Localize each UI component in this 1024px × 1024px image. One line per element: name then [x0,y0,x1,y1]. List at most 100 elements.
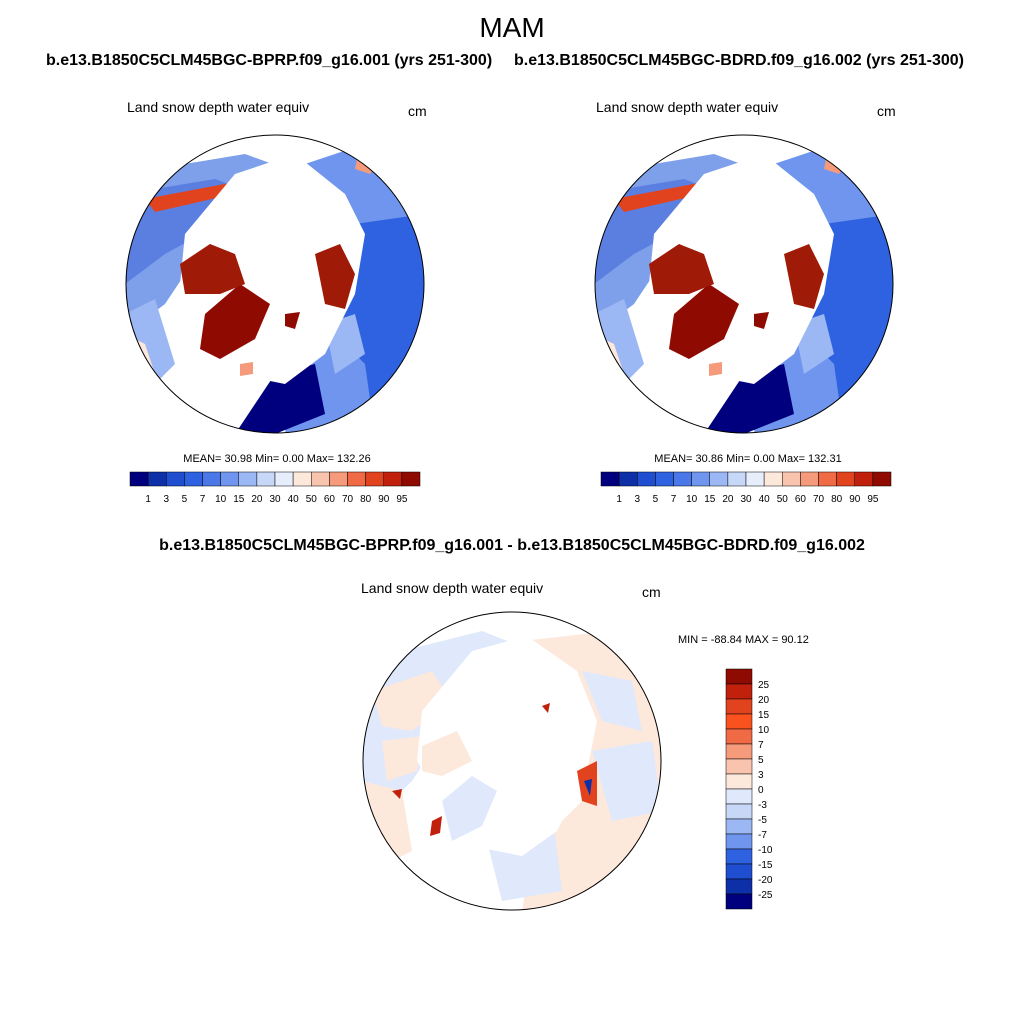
colorbar-left-tick-label: 20 [251,494,263,505]
colorbar-diff-tick-label: -7 [758,830,767,841]
panel-left-units: cm [408,103,427,119]
colorbar-right-swatch [691,471,710,487]
colorbar-diff-tick-label: -25 [758,890,773,901]
colorbar-diff-tick-label: -10 [758,845,773,856]
colorbar-right-tick-label: 20 [722,494,734,505]
colorbar-right-tick-label: 15 [704,494,716,505]
colorbar-left-swatch [401,471,421,487]
colorbar-right-swatch [745,471,765,487]
colorbar-diff: 25 20 15 10 7 5 3 0 -3 -5 -7 -10 -15 -20 -25 [725,668,773,910]
colorbar-right-tick-label: 30 [740,494,752,505]
colorbar-left-tick-label: 15 [233,494,245,505]
panel-left-stats: MEAN= 30.98 Min= 0.00 Max= 132.26 [183,453,371,465]
colorbar-right-swatch [782,471,801,487]
map-right [594,134,894,434]
colorbar-right-tick-label: 7 [671,494,677,505]
colorbar-right-swatch [709,471,729,487]
greenland-ice [200,284,270,359]
colorbar-right-swatch [727,471,747,487]
colorbar-right-swatch [637,471,656,487]
diff-units: cm [642,584,661,600]
colorbar-left-swatch [311,471,330,487]
colorbar-right: 1 3 5 7 10 15 20 30 40 50 60 70 80 90 95 [600,471,892,505]
colorbar-left-swatch [256,471,276,487]
diff-title: b.e13.B1850C5CLM45BGC-BPRP.f09_g16.001 -… [159,537,865,554]
map-diff [362,611,662,911]
colorbar-left: 1 3 5 7 10 15 20 30 40 50 60 70 80 90 95 [129,471,421,505]
colorbar-right-tick-label: 40 [759,494,771,505]
panel-left-case-title: b.e13.B1850C5CLM45BGC-BPRP.f09_g16.001 (… [46,52,493,69]
colorbar-left-swatch [129,471,149,487]
colorbar-right-swatch [763,471,783,487]
colorbar-right-swatch [655,471,674,487]
colorbar-right-swatch [854,471,874,487]
colorbar-left-tick-label: 60 [324,494,336,505]
colorbar-left-swatch [383,471,403,487]
colorbar-left-tick-label: 50 [306,494,318,505]
colorbar-left-tick-label: 70 [342,494,354,505]
colorbar-diff-swatch [725,713,753,730]
colorbar-diff-swatch [725,683,753,700]
colorbar-left-swatch [220,471,239,487]
colorbar-right-tick-label: 5 [653,494,659,505]
colorbar-left-swatch [274,471,294,487]
colorbar-right-swatch [600,471,620,487]
colorbar-diff-tick-label: 15 [758,710,770,721]
colorbar-right-swatch [872,471,892,487]
diff-stats: MIN = -88.84 MAX = 90.12 [678,634,809,646]
colorbar-diff-tick-label: -3 [758,800,767,811]
colorbar-left-tick-label: 5 [182,494,188,505]
colorbar-diff-tick-label: 7 [758,740,764,751]
colorbar-right-swatch [618,471,638,487]
colorbar-right-tick-label: 90 [849,494,861,505]
colorbar-right-tick-label: 95 [867,494,879,505]
colorbar-diff-tick-label: 10 [758,725,770,736]
colorbar-diff-tick-label: 20 [758,695,770,706]
colorbar-right-tick-label: 80 [831,494,843,505]
colorbar-right-tick-label: 50 [777,494,789,505]
colorbar-diff-tick-label: -15 [758,860,773,871]
colorbar-left-swatch [202,471,221,487]
colorbar-right-tick-label: 10 [686,494,698,505]
panel-right-variable-label: Land snow depth water equiv [596,99,779,115]
colorbar-diff-swatch [725,758,753,775]
colorbar-right-tick-label: 1 [616,494,622,505]
colorbar-diff-tick-label: -5 [758,815,767,826]
panel-right-units: cm [877,103,896,119]
main-title: MAM [479,12,545,43]
colorbar-left-tick-label: 90 [378,494,390,505]
colorbar-right-swatch [800,471,819,487]
colorbar-left-swatch [147,471,167,487]
colorbar-left-tick-label: 95 [396,494,408,505]
map-left [125,134,425,434]
colorbar-diff-swatch [725,698,753,715]
colorbar-diff-swatch [725,893,753,910]
colorbar-left-tick-label: 10 [215,494,227,505]
colorbar-left-swatch [347,471,366,487]
colorbar-diff-swatch [725,833,753,850]
colorbar-left-tick-label: 80 [360,494,372,505]
colorbar-diff-swatch [725,773,753,790]
colorbar-diff-swatch [725,863,753,880]
panel-right-stats: MEAN= 30.86 Min= 0.00 Max= 132.31 [654,453,842,465]
colorbar-diff-swatch [725,788,753,805]
colorbar-diff-swatch [725,803,753,820]
panel-left-variable-label: Land snow depth water equiv [127,99,310,115]
colorbar-left-swatch [238,471,258,487]
colorbar-right-tick-label: 70 [813,494,825,505]
colorbar-diff-swatch [725,848,753,865]
colorbar-right-tick-label: 60 [795,494,807,505]
colorbar-left-swatch [329,471,348,487]
colorbar-diff-swatch [725,878,753,895]
colorbar-left-tick-label: 30 [269,494,281,505]
colorbar-right-tick-label: 3 [634,494,640,505]
colorbar-left-tick-label: 3 [163,494,169,505]
colorbar-diff-tick-label: 25 [758,680,770,691]
colorbar-right-swatch [818,471,837,487]
colorbar-left-swatch [365,471,384,487]
colorbar-left-swatch [166,471,185,487]
colorbar-diff-swatch [725,818,753,835]
diff-variable-label: Land snow depth water equiv [361,580,544,596]
colorbar-diff-tick-label: -20 [758,875,773,886]
colorbar-left-swatch [292,471,312,487]
